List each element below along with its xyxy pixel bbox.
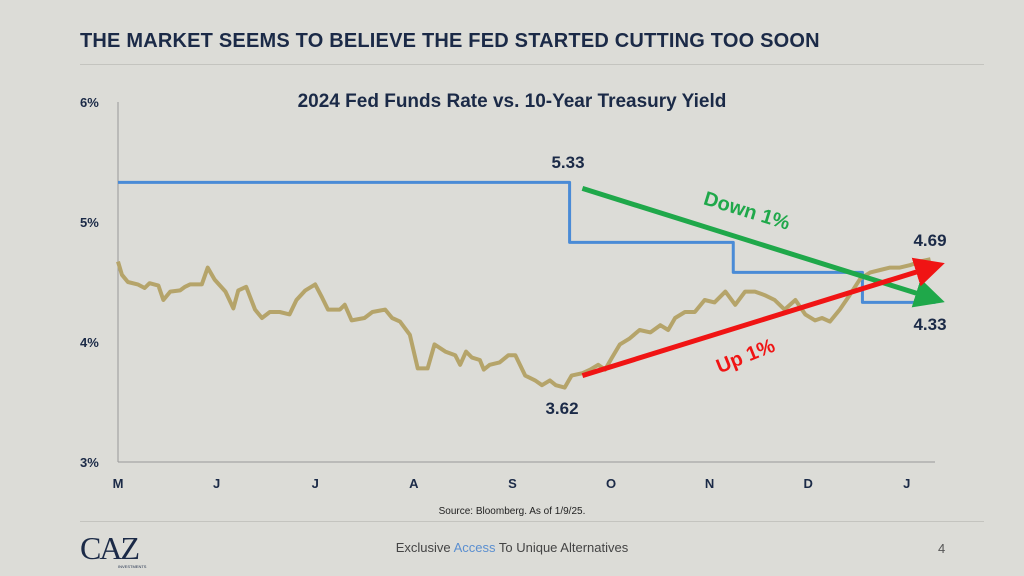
- y-tick-label: 6%: [80, 95, 99, 110]
- down-arrow: [581, 186, 945, 308]
- x-tick-label: J: [903, 476, 910, 491]
- x-tick-label: J: [312, 476, 319, 491]
- up-arrow: [581, 257, 945, 378]
- y-tick-label: 3%: [80, 455, 99, 470]
- x-tick-label: O: [606, 476, 616, 491]
- page-number: 4: [938, 541, 946, 556]
- x-tick-label: J: [213, 476, 220, 491]
- title-divider: [80, 64, 984, 65]
- up-label: Up 1%: [713, 335, 778, 378]
- fed-funds-series-line: [118, 180, 936, 304]
- value-label: 4.33: [913, 315, 946, 334]
- tagline-accent: Access: [453, 540, 496, 555]
- value-label: 4.69: [913, 231, 946, 250]
- line-chart: 2024 Fed Funds Rate vs. 10-Year Treasury…: [80, 91, 947, 491]
- x-tick-label: D: [804, 476, 813, 491]
- tagline-post: To Unique Alternatives: [498, 540, 629, 555]
- footer-divider: [80, 521, 984, 522]
- tagline: Exclusive Access To Unique Alternatives: [0, 540, 1024, 555]
- value-label: 5.33: [551, 153, 584, 172]
- yield-series-line: [116, 257, 931, 390]
- slide-title: THE MARKET SEEMS TO BELIEVE THE FED STAR…: [80, 30, 820, 52]
- y-tick-label: 4%: [80, 335, 99, 350]
- caz-logo-sub: INVESTMENTS: [118, 564, 147, 569]
- x-tick-label: N: [705, 476, 714, 491]
- source-note: Source: Bloomberg. As of 1/9/25.: [438, 506, 586, 517]
- tagline-pre: Exclusive: [395, 540, 451, 555]
- x-tick-label: S: [508, 476, 517, 491]
- x-tick-label: A: [409, 476, 419, 491]
- chart-title: 2024 Fed Funds Rate vs. 10-Year Treasury…: [298, 91, 727, 112]
- x-tick-label: M: [113, 476, 124, 491]
- y-tick-label: 5%: [80, 215, 99, 230]
- caz-logo: CAZ: [80, 530, 140, 566]
- value-label: 3.62: [545, 399, 578, 418]
